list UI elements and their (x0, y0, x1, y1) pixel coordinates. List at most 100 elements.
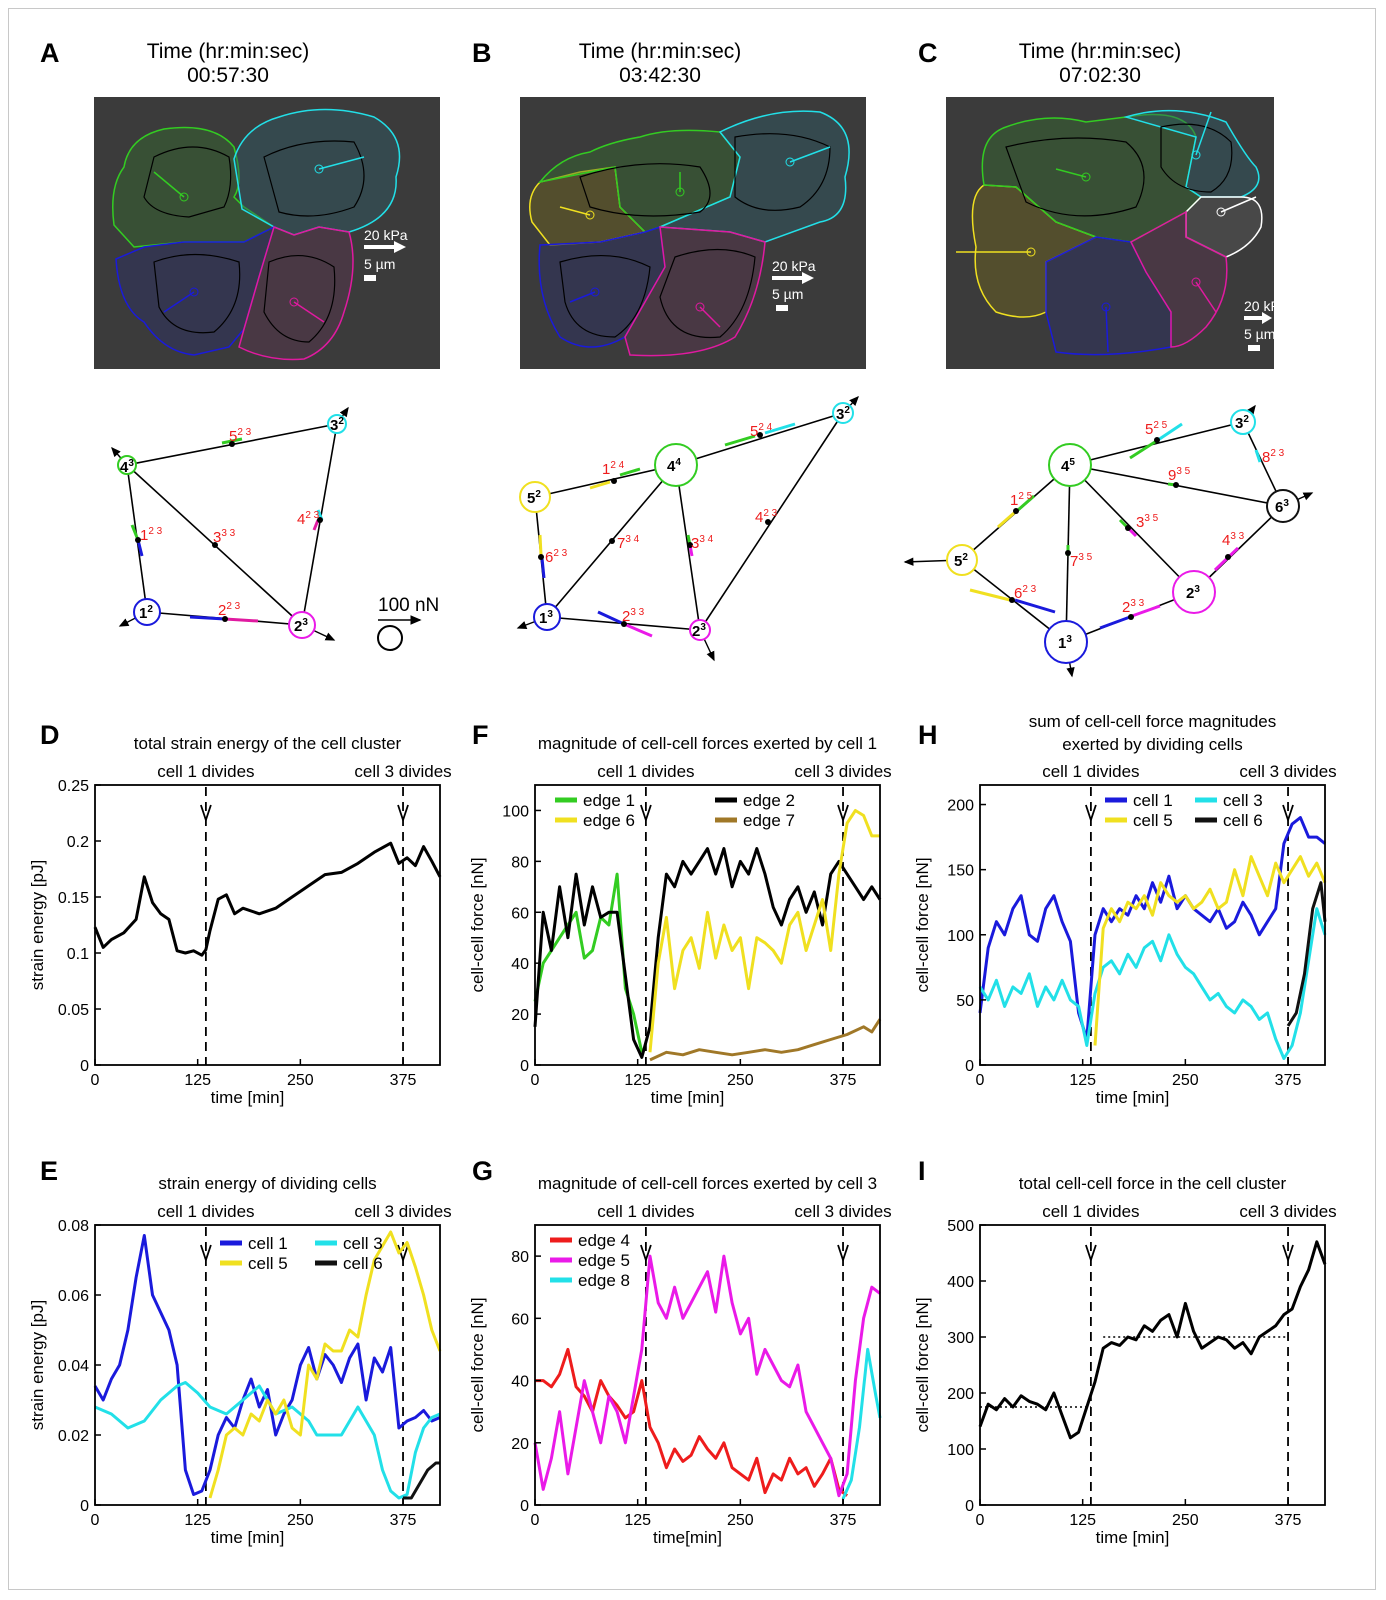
y-tick-label: 0 (520, 1498, 529, 1515)
y-tick-label: 100 (947, 1442, 974, 1459)
edge-label: 73 5 (1070, 552, 1093, 570)
x-tick-label: 125 (624, 1512, 651, 1529)
legend-label: cell 1 (1133, 791, 1173, 810)
network-c: 52 45 32 63 23 13 12 5 23 3 33 5 43 3 52… (905, 406, 1312, 676)
y-axis-label: cell-cell force [nN] (468, 857, 487, 992)
event-label: cell 3 divides (1239, 762, 1336, 781)
y-tick-label: 60 (511, 905, 529, 922)
stress-scale-label-b: 20 kPa (772, 258, 816, 274)
legend-label: edge 6 (583, 811, 635, 830)
series-line-edge-7 (650, 1019, 880, 1060)
x-tick-label: 0 (91, 1512, 100, 1529)
y-tick-label: 0.2 (67, 834, 89, 851)
edge-label: 62 3 (1014, 584, 1037, 602)
y-tick-label: 40 (511, 1374, 529, 1391)
series-line-cell-1 (980, 818, 1325, 1039)
y-tick-label: 300 (947, 1330, 974, 1347)
edge-label: 33 3 (213, 528, 236, 546)
series-line (980, 1242, 1325, 1438)
event-label: cell 1 divides (597, 1202, 694, 1221)
plot-frame (95, 785, 440, 1065)
y-tick-label: 0.02 (58, 1428, 89, 1445)
panel-label-a: A (40, 38, 60, 69)
event-label: cell 3 divides (794, 1202, 891, 1221)
y-tick-label: 0.1 (67, 946, 89, 963)
y-tick-label: 0.06 (58, 1288, 89, 1305)
edge-label: 12 3 (140, 526, 163, 544)
event-label: cell 1 divides (597, 762, 694, 781)
x-axis-label: time [min] (211, 1088, 285, 1107)
time-heading-a: Time (hr:min:sec) 00:57:30 (88, 40, 368, 88)
force-network-diagrams: 43 32 12 23 12 3 22 3 33 3 42 3 52 3 100… (0, 380, 1386, 700)
x-tick-label: 0 (976, 1072, 985, 1089)
y-tick-label: 0.25 (58, 778, 89, 795)
x-tick-label: 125 (184, 1072, 211, 1089)
legend-label: edge 7 (743, 811, 795, 830)
y-tick-label: 500 (947, 1218, 974, 1235)
x-tick-label: 250 (1172, 1512, 1199, 1529)
y-tick-label: 100 (947, 928, 974, 945)
event-label: cell 1 divides (157, 1202, 254, 1221)
x-axis-label: time[min] (653, 1528, 722, 1547)
edge-label: 22 3 (218, 601, 241, 619)
y-tick-label: 0 (965, 1058, 974, 1075)
chart-title: total cell-cell force in the cell cluste… (1019, 1174, 1287, 1193)
traction-image-a: 20 kPa 5 µm (94, 97, 440, 369)
y-tick-label: 0 (80, 1498, 89, 1515)
y-tick-label: 0 (80, 1058, 89, 1075)
chart-force-sum-dividing: sum of cell-cell force magnitudes exerted… (905, 715, 1345, 1125)
y-tick-label: 0.04 (58, 1358, 89, 1375)
x-tick-label: 375 (1275, 1512, 1302, 1529)
y-tick-label: 150 (947, 863, 974, 880)
x-tick-label: 375 (390, 1512, 417, 1529)
y-axis-label: cell-cell force [nN] (913, 1297, 932, 1432)
y-tick-label: 80 (511, 1249, 529, 1266)
stress-scale-label-a: 20 kPa (364, 227, 408, 243)
y-tick-label: 40 (511, 956, 529, 973)
y-tick-label: 200 (947, 798, 974, 815)
chart-title: magnitude of cell-cell forces exerted by… (538, 1174, 877, 1193)
x-tick-label: 250 (287, 1512, 314, 1529)
legend-label: edge 1 (583, 791, 635, 810)
y-tick-label: 200 (947, 1386, 974, 1403)
legend-label: cell 5 (248, 1254, 288, 1273)
chart-title: magnitude of cell-cell forces exerted by… (538, 734, 877, 753)
x-tick-label: 375 (1275, 1072, 1302, 1089)
x-axis-label: time [min] (651, 1088, 725, 1107)
legend-label: edge 8 (578, 1271, 630, 1290)
x-axis-label: time [min] (1096, 1088, 1170, 1107)
x-tick-label: 125 (184, 1512, 211, 1529)
legend-label: cell 6 (1223, 811, 1263, 830)
chart-strain-energy-cluster: total strain energy of the cell clusterc… (20, 715, 460, 1125)
x-tick-label: 250 (1172, 1072, 1199, 1089)
chart-strain-energy-dividing: strain energy of dividing cellscell 1 di… (20, 1155, 460, 1565)
x-tick-label: 0 (91, 1072, 100, 1089)
traction-image-b: 20 kPa 5 µm (520, 97, 866, 369)
event-label: cell 3 divides (354, 762, 451, 781)
event-label: cell 1 divides (1042, 762, 1139, 781)
y-tick-label: 400 (947, 1274, 974, 1291)
y-axis-label: cell-cell force [nN] (468, 1297, 487, 1432)
x-axis-label: time [min] (1096, 1528, 1170, 1547)
y-axis-label: cell-cell force [nN] (913, 857, 932, 992)
chart-title: exerted by dividing cells (1062, 735, 1242, 754)
panel-label-c: C (918, 38, 938, 69)
edge-label: 82 3 (1262, 448, 1285, 466)
chart-total-force-cluster: total cell-cell force in the cell cluste… (905, 1155, 1345, 1565)
y-axis-label: strain energy [pJ] (28, 1300, 47, 1430)
edge-label: 73 4 (617, 534, 640, 552)
edge-label: 33 4 (691, 534, 714, 552)
event-label: cell 3 divides (794, 762, 891, 781)
legend-label: edge 2 (743, 791, 795, 810)
series-line-edge-8 (843, 1349, 880, 1498)
event-label: cell 1 divides (1042, 1202, 1139, 1221)
stress-scale-label-c: 20 kPa (1244, 298, 1274, 314)
series-line-cell-1 (95, 1236, 440, 1495)
x-tick-label: 250 (287, 1072, 314, 1089)
edge-label: 33 5 (1136, 513, 1159, 531)
legend-label: cell 3 (1223, 791, 1263, 810)
network-b: 52 44 32 13 23 12 4 23 3 33 4 42 3 52 4 … (518, 397, 858, 660)
event-label: cell 3 divides (354, 1202, 451, 1221)
y-tick-label: 0.05 (58, 1002, 89, 1019)
series-line (95, 843, 440, 955)
